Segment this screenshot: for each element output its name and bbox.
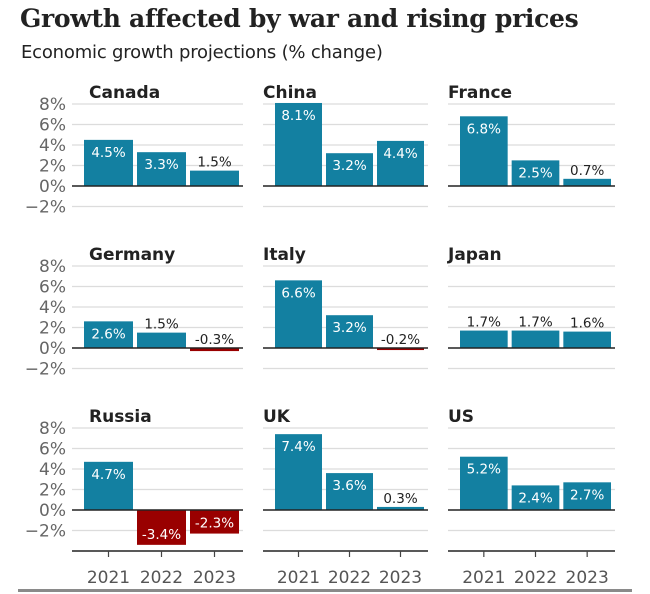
- panel-title-germany: Germany: [89, 245, 175, 265]
- bar-label: 1.7%: [518, 315, 552, 331]
- bar-label: 4.7%: [91, 467, 125, 483]
- x-tick-label: 2023: [193, 568, 236, 588]
- y-tick-label: −2%: [25, 360, 66, 380]
- panel-title-japan: Japan: [447, 245, 502, 265]
- bottom-rule: [18, 589, 632, 592]
- bar-canada-2023: [190, 170, 239, 186]
- bar-italy-2023: [377, 348, 424, 351]
- bar-label: 1.5%: [144, 317, 178, 333]
- bar-uk-2021: [275, 434, 322, 510]
- bar-label: 2.5%: [518, 165, 552, 181]
- x-tick-label: 2022: [140, 568, 183, 588]
- bar-label: -2.3%: [195, 516, 234, 532]
- y-tick-label: 4%: [39, 136, 66, 156]
- bar-label: 2.4%: [518, 490, 552, 506]
- y-tick-label: 0%: [39, 339, 66, 359]
- y-tick-label: 4%: [39, 460, 66, 480]
- bar-uk-2023: [377, 506, 424, 510]
- bar-label: 3.6%: [332, 478, 366, 494]
- bar-label: 6.8%: [467, 121, 501, 137]
- bar-france-2021: [460, 116, 508, 186]
- bar-germany-2021: [84, 321, 133, 348]
- bar-germany-2023: [190, 348, 239, 352]
- bar-china-2023: [377, 140, 424, 186]
- bar-label: 0.7%: [570, 163, 604, 179]
- bar-label: 3.2%: [332, 158, 366, 174]
- panel-title-russia: Russia: [89, 407, 152, 427]
- x-tick-label: 2022: [328, 568, 371, 588]
- bar-china-2022: [326, 153, 373, 186]
- bar-japan-2023: [563, 331, 611, 348]
- bar-japan-2021: [460, 330, 508, 348]
- bar-us-2022: [511, 485, 560, 510]
- bar-china-2021: [275, 102, 322, 186]
- panel-title-canada: Canada: [89, 83, 160, 103]
- bar-label: 4.4%: [383, 146, 417, 162]
- x-tick-label: 2023: [379, 568, 422, 588]
- x-tick-label: 2021: [87, 568, 130, 588]
- bar-us-2023: [563, 482, 611, 510]
- bar-france-2023: [563, 178, 611, 186]
- bar-label: 8.1%: [281, 108, 315, 124]
- bar-label: 1.6%: [570, 316, 604, 332]
- bar-japan-2022: [511, 330, 560, 348]
- y-tick-label: 8%: [39, 95, 66, 115]
- bar-russia-2023: [190, 510, 239, 534]
- x-tick-label: 2023: [566, 568, 609, 588]
- bar-italy-2022: [326, 315, 373, 348]
- y-tick-label: 4%: [39, 298, 66, 318]
- bar-label: -0.2%: [381, 332, 420, 348]
- y-tick-label: 6%: [39, 116, 66, 136]
- panel-title-us: US: [448, 407, 474, 427]
- bar-russia-2021: [84, 461, 133, 510]
- bar-label: 7.4%: [281, 439, 315, 455]
- bar-uk-2022: [326, 473, 373, 510]
- y-tick-label: 2%: [39, 157, 66, 177]
- y-tick-label: 6%: [39, 278, 66, 298]
- y-tick-label: 0%: [39, 501, 66, 521]
- bar-label: 6.6%: [281, 285, 315, 301]
- bar-label: 3.2%: [332, 320, 366, 336]
- bar-canada-2022: [137, 152, 186, 186]
- y-tick-label: 0%: [39, 177, 66, 197]
- bar-label: 1.7%: [467, 315, 501, 331]
- chart-subtitle: Economic growth projections (% change): [21, 42, 383, 63]
- panel-title-italy: Italy: [263, 245, 306, 265]
- y-tick-label: 8%: [39, 257, 66, 277]
- bar-label: 2.6%: [91, 326, 125, 342]
- y-tick-label: 8%: [39, 419, 66, 439]
- bar-label: 2.7%: [570, 487, 604, 503]
- y-tick-label: 6%: [39, 440, 66, 460]
- bar-label: -0.3%: [195, 332, 234, 348]
- chart-title: Growth affected by war and rising prices: [20, 4, 579, 33]
- bar-russia-2022: [137, 510, 186, 545]
- bar-italy-2021: [275, 280, 322, 348]
- bar-germany-2022: [137, 332, 186, 348]
- panel-title-china: China: [263, 83, 317, 103]
- x-tick-label: 2021: [462, 568, 505, 588]
- y-tick-label: 2%: [39, 481, 66, 501]
- y-tick-label: 2%: [39, 319, 66, 339]
- bar-label: -3.4%: [142, 527, 181, 543]
- bar-label: 1.5%: [197, 155, 231, 171]
- panel-title-france: France: [448, 83, 512, 103]
- bar-label: 4.5%: [91, 145, 125, 161]
- bar-label: 5.2%: [467, 462, 501, 478]
- bar-label: 3.3%: [144, 157, 178, 173]
- bar-label: 0.3%: [383, 491, 417, 507]
- bar-france-2022: [511, 160, 560, 186]
- bar-us-2021: [460, 456, 508, 510]
- y-tick-label: −2%: [25, 198, 66, 218]
- y-tick-label: −2%: [25, 522, 66, 542]
- x-tick-label: 2022: [514, 568, 557, 588]
- panel-title-uk: UK: [263, 407, 291, 427]
- x-tick-label: 2021: [277, 568, 320, 588]
- bar-canada-2021: [84, 139, 133, 186]
